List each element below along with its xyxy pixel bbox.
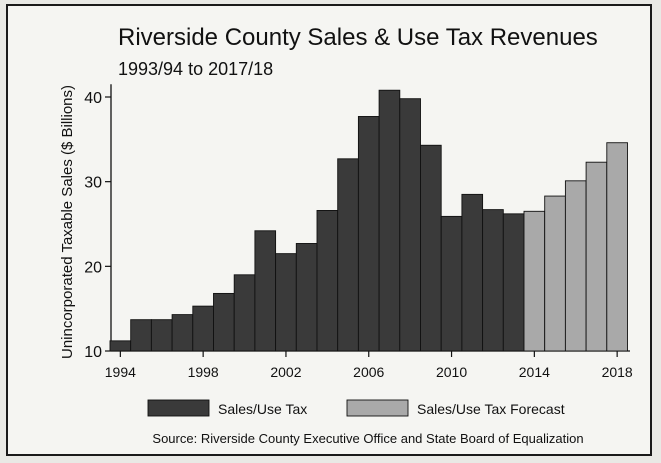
x-tick-label: 2002	[270, 364, 301, 380]
bar	[585, 161, 608, 352]
bar	[275, 253, 297, 352]
bar	[523, 210, 546, 352]
bar	[544, 195, 566, 352]
bar	[420, 144, 442, 352]
y-axis-label: Unincorporated Taxable Sales ($ Billions…	[59, 85, 76, 359]
y-tick-label: 40	[84, 90, 102, 107]
chart-title: Riverside County Sales & Use Tax Revenue…	[118, 24, 598, 51]
legend-swatch	[147, 399, 210, 417]
bar	[171, 314, 194, 352]
bar	[461, 193, 484, 352]
bar	[316, 210, 339, 352]
bar	[213, 292, 235, 352]
x-tick-label: 2006	[353, 364, 384, 380]
bar	[482, 209, 504, 352]
bar	[357, 116, 380, 352]
bar	[254, 230, 277, 352]
bar	[337, 158, 359, 352]
x-tick-label: 2014	[519, 364, 550, 380]
y-tick-label: 20	[84, 259, 102, 276]
y-tick-label: 30	[84, 175, 102, 192]
bar	[564, 180, 587, 352]
x-tick-label: 1998	[188, 364, 219, 380]
legend-label: Sales/Use Tax Forecast	[417, 401, 565, 417]
chart-subtitle: 1993/94 to 2017/18	[118, 59, 273, 79]
legend: Sales/Use Tax Sales/Use Tax Forecast	[147, 399, 565, 417]
bar	[130, 319, 152, 352]
bar	[378, 89, 401, 352]
bar	[440, 215, 463, 352]
source-note: Source: Riverside County Executive Offic…	[152, 431, 583, 446]
y-tick-label: 10	[84, 344, 102, 361]
plot-area: 10 20 30 40 1994 1998 2002 2006 2010 2014 2018	[84, 84, 633, 380]
bar	[233, 274, 256, 352]
x-tick-label: 2010	[436, 364, 467, 380]
bar	[399, 98, 421, 352]
x-tick-label: 2018	[602, 364, 633, 380]
legend-swatch	[346, 399, 409, 417]
bar	[150, 319, 173, 352]
bar	[606, 142, 628, 352]
x-tick-label: 1994	[105, 364, 136, 380]
bar	[295, 243, 318, 352]
bar	[192, 305, 214, 352]
legend-label: Sales/Use Tax	[218, 401, 307, 417]
bar	[109, 340, 132, 352]
bar	[502, 213, 525, 352]
